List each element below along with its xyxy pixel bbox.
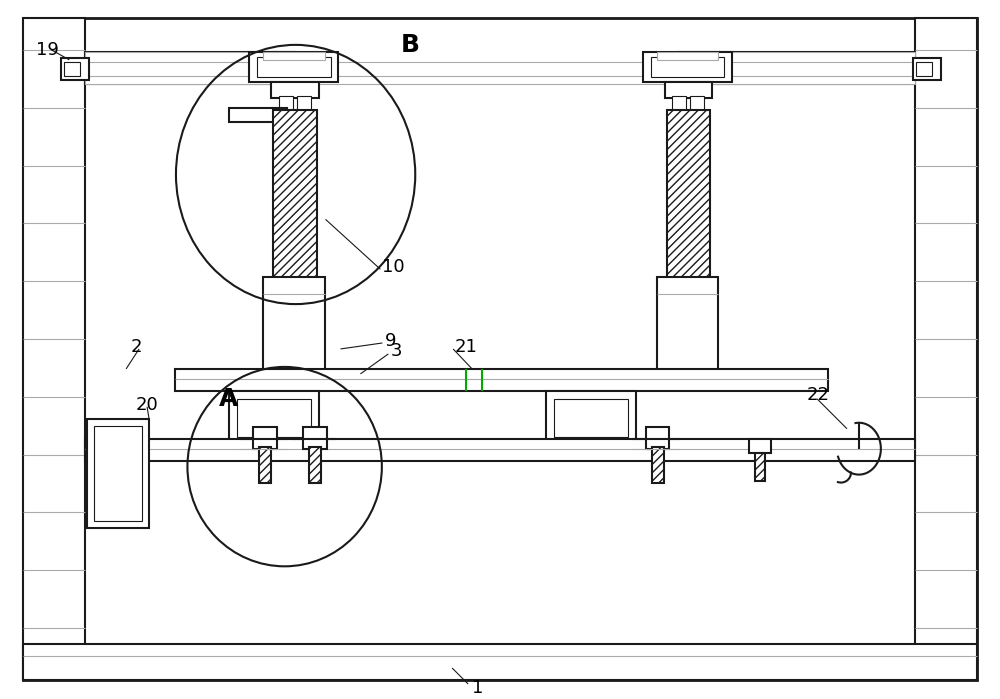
- Bar: [554, 399, 628, 437]
- Bar: [87, 419, 149, 528]
- Bar: [657, 52, 718, 60]
- Bar: [915, 18, 977, 680]
- Bar: [297, 96, 311, 110]
- Bar: [546, 391, 636, 440]
- Bar: [646, 426, 669, 449]
- Bar: [913, 58, 941, 80]
- Bar: [23, 644, 977, 680]
- Bar: [755, 453, 765, 481]
- Bar: [237, 399, 311, 437]
- Bar: [229, 108, 287, 122]
- Text: 2: 2: [131, 338, 143, 356]
- Bar: [229, 391, 319, 440]
- Bar: [665, 82, 712, 98]
- Bar: [253, 426, 277, 449]
- Text: 19: 19: [36, 41, 59, 59]
- Bar: [271, 82, 319, 98]
- Bar: [273, 110, 317, 279]
- Text: 9: 9: [385, 332, 397, 350]
- Bar: [85, 75, 295, 84]
- Bar: [259, 447, 271, 482]
- Bar: [279, 96, 293, 110]
- Bar: [85, 52, 295, 62]
- Bar: [263, 278, 325, 372]
- Text: B: B: [400, 33, 419, 57]
- Bar: [652, 447, 664, 482]
- Text: A: A: [219, 387, 238, 411]
- Bar: [916, 62, 932, 75]
- Text: 10: 10: [382, 258, 405, 276]
- Text: 1: 1: [472, 679, 483, 697]
- Bar: [749, 439, 771, 453]
- Bar: [94, 426, 142, 521]
- Bar: [303, 426, 327, 449]
- Bar: [257, 57, 331, 77]
- Bar: [175, 369, 828, 391]
- Bar: [85, 439, 915, 461]
- Bar: [61, 58, 89, 80]
- Bar: [667, 110, 710, 279]
- Text: 20: 20: [136, 396, 159, 414]
- Bar: [672, 96, 686, 110]
- Bar: [657, 278, 718, 372]
- Bar: [263, 52, 325, 60]
- Bar: [249, 52, 338, 82]
- Bar: [679, 75, 915, 84]
- Bar: [64, 62, 80, 75]
- Bar: [23, 18, 85, 680]
- Bar: [643, 52, 732, 82]
- Text: 22: 22: [807, 386, 830, 404]
- Text: 3: 3: [390, 342, 402, 360]
- Text: 21: 21: [454, 338, 477, 356]
- Bar: [690, 96, 704, 110]
- Bar: [85, 52, 295, 84]
- Bar: [679, 52, 915, 62]
- Bar: [651, 57, 724, 77]
- Bar: [679, 52, 915, 84]
- Bar: [309, 447, 321, 482]
